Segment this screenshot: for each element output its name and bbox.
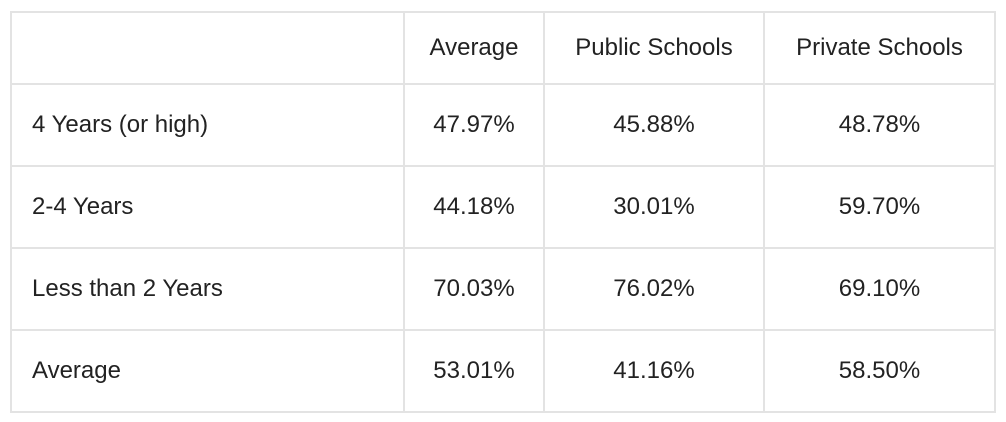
table-row: Average 53.01% 41.16% 58.50% [10, 329, 996, 413]
table-body: 4 Years (or high) 47.97% 45.88% 48.78% 2… [10, 83, 996, 413]
header-row: Average Public Schools Private Schools [10, 11, 996, 85]
table-row: 4 Years (or high) 47.97% 45.88% 48.78% [10, 83, 996, 167]
cell-private: 58.50% [763, 329, 996, 413]
table-header: Average Public Schools Private Schools [10, 11, 996, 85]
cell-public: 41.16% [543, 329, 765, 413]
cell-private: 69.10% [763, 247, 996, 331]
data-table: Average Public Schools Private Schools 4… [10, 11, 996, 413]
table-row: 2-4 Years 44.18% 30.01% 59.70% [10, 165, 996, 249]
table-row: Less than 2 Years 70.03% 76.02% 69.10% [10, 247, 996, 331]
row-label: Less than 2 Years [10, 247, 405, 331]
cell-average: 44.18% [403, 165, 545, 249]
cell-average: 70.03% [403, 247, 545, 331]
row-label: 4 Years (or high) [10, 83, 405, 167]
cell-average: 53.01% [403, 329, 545, 413]
header-average: Average [403, 11, 545, 85]
cell-public: 45.88% [543, 83, 765, 167]
cell-public: 30.01% [543, 165, 765, 249]
header-public-schools: Public Schools [543, 11, 765, 85]
header-corner-cell [10, 11, 405, 85]
cell-average: 47.97% [403, 83, 545, 167]
row-label: Average [10, 329, 405, 413]
header-private-schools: Private Schools [763, 11, 996, 85]
row-label: 2-4 Years [10, 165, 405, 249]
cell-private: 48.78% [763, 83, 996, 167]
cell-public: 76.02% [543, 247, 765, 331]
cell-private: 59.70% [763, 165, 996, 249]
